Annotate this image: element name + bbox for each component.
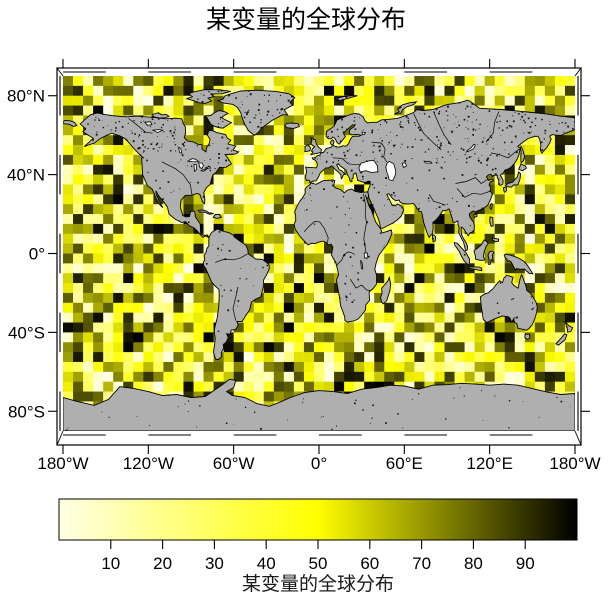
land-polygon: [473, 213, 478, 219]
land-polygon: [487, 250, 495, 266]
lake-polygon: [151, 129, 164, 134]
colorbar-tick-label: 70: [412, 554, 431, 573]
colorbar-bar: [58, 498, 578, 541]
land-polygon: [197, 209, 214, 215]
land-polygon: [284, 122, 301, 129]
land-polygon: [479, 273, 538, 331]
river-line: [232, 286, 239, 321]
river-line: [336, 251, 355, 266]
river-line: [161, 161, 193, 196]
river-line: [456, 188, 491, 198]
river-line: [485, 111, 500, 143]
river-line: [371, 141, 387, 162]
land-polygon: [524, 333, 531, 341]
land-polygons: [63, 89, 575, 431]
land-polygon: [518, 163, 527, 172]
lake-polygon: [401, 162, 407, 169]
land-polygon: [489, 216, 494, 227]
lake-polygon: [363, 252, 368, 259]
colorbar-tick-label: 90: [516, 554, 535, 573]
river-line: [428, 194, 446, 206]
colorbar-tick-label: 80: [464, 554, 483, 573]
lake-polygon: [423, 160, 433, 164]
land-polygon: [473, 239, 489, 261]
y-tick-label: 0°: [29, 245, 45, 264]
land-polygon: [380, 275, 392, 305]
land-polygon: [453, 241, 471, 266]
y-tick-label: 80°S: [8, 402, 45, 421]
y-tick-label: 80°N: [7, 87, 45, 106]
land-polygon: [79, 112, 240, 239]
land-polygon: [216, 89, 296, 136]
x-axis-ticks: 180°W 120°W 60°W 0° 60°E 120°E 180°W: [37, 59, 601, 473]
land-polygon: [151, 112, 170, 119]
figure-title: 某变量的全球分布: [206, 6, 406, 34]
lake-polygon: [200, 168, 209, 172]
river-line: [128, 118, 153, 134]
lake-polygons: [143, 121, 476, 270]
land-polygon: [212, 213, 223, 219]
lake-polygon: [361, 131, 367, 136]
lake-polygon: [193, 163, 197, 173]
colorbar: 10 20 30 40 50 60 70 80 90 某变量的全球分布: [58, 498, 578, 595]
land-polygon: [63, 378, 575, 431]
lake-polygon: [358, 159, 379, 174]
river-lines: [128, 111, 520, 321]
colorbar-tick-label: 40: [257, 554, 276, 573]
river-line: [215, 253, 248, 263]
land-polygon: [63, 119, 78, 127]
lake-polygon: [186, 158, 200, 163]
colorbar-tick-label: 20: [153, 554, 172, 573]
land-polygon: [309, 136, 322, 156]
colorbar-tick-label: 60: [360, 554, 379, 573]
y-tick-label: 40°N: [7, 166, 45, 185]
land-polygon: [431, 233, 436, 243]
land-polygon: [304, 99, 575, 252]
lake-polygon: [385, 160, 397, 182]
lake-polygon: [360, 260, 364, 270]
x-tick-label: 180°W: [549, 454, 600, 473]
x-tick-label: 120°E: [466, 454, 513, 473]
x-tick-label: 0°: [311, 454, 327, 473]
colorbar-label: 某变量的全球分布: [242, 573, 394, 595]
x-tick-label: 180°W: [37, 454, 88, 473]
river-line: [350, 278, 371, 291]
x-tick-label: 60°E: [386, 454, 423, 473]
land-polygon: [555, 333, 568, 346]
y-axis-ticks: 80°N 40°N 0° 40°S 80°S: [7, 87, 590, 421]
land-polygon: [503, 253, 534, 275]
lake-polygon: [177, 146, 183, 154]
river-line: [303, 221, 329, 243]
lake-polygon: [465, 143, 476, 153]
colorbar-ticks: 10 20 30 40 50 60 70 80 90: [101, 540, 535, 573]
land-polygon: [185, 89, 231, 104]
lake-polygon: [205, 166, 212, 169]
lake-polygon: [143, 121, 153, 126]
land-polygon: [205, 110, 233, 129]
land-polygon: [394, 101, 418, 115]
land-polygon: [492, 237, 500, 243]
river-line: [363, 194, 367, 253]
river-line: [491, 148, 520, 159]
colorbar-tick-label: 10: [101, 554, 120, 573]
y-tick-label: 40°S: [8, 323, 45, 342]
lake-polygon: [198, 162, 204, 170]
land-polygon: [468, 266, 483, 272]
river-line: [332, 157, 362, 166]
river-line: [455, 177, 488, 184]
x-tick-label: 120°W: [123, 454, 174, 473]
colorbar-tick-label: 30: [205, 554, 224, 573]
river-line: [413, 113, 442, 151]
colorbar-tick-label: 50: [309, 554, 328, 573]
land-polygon: [564, 321, 574, 333]
land-polygon: [489, 202, 494, 210]
x-tick-label: 60°W: [213, 454, 255, 473]
land-polygon: [504, 171, 521, 188]
land-polygon: [503, 186, 508, 194]
river-line: [433, 111, 452, 146]
